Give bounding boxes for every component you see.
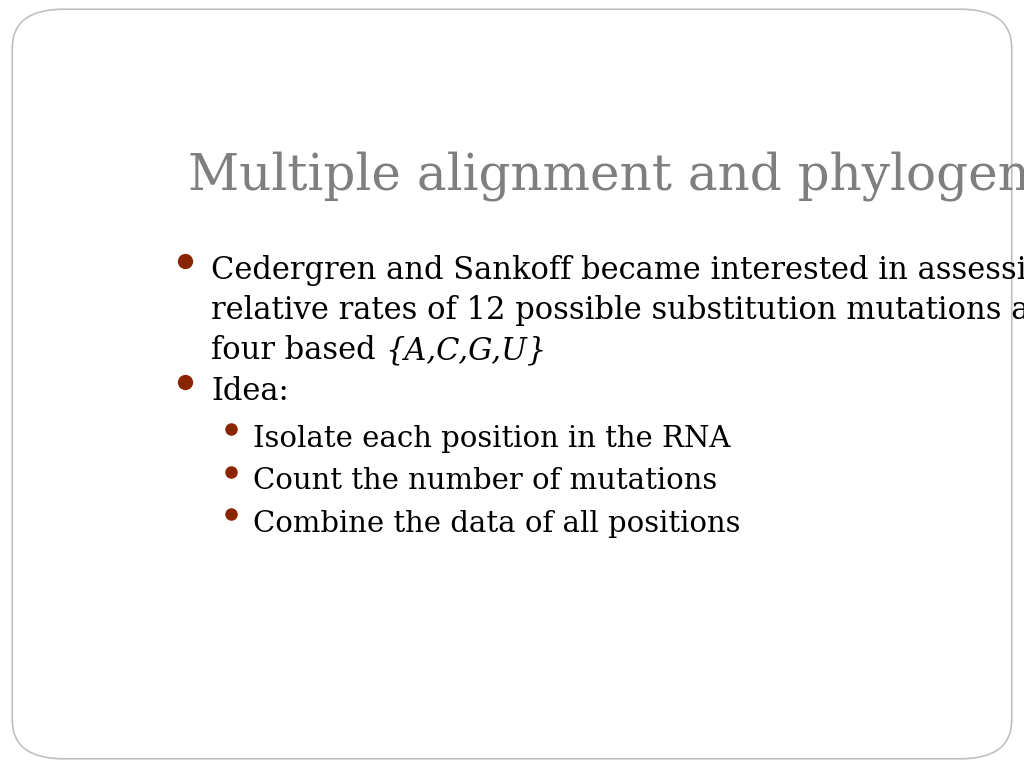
Text: {A,C,G,U}: {A,C,G,U} bbox=[386, 335, 547, 366]
Text: Cedergren and Sankoff became interested in assessing the: Cedergren and Sankoff became interested … bbox=[211, 255, 1024, 286]
Text: Count the number of mutations: Count the number of mutations bbox=[253, 467, 718, 495]
Text: Multiple alignment and phylogeny: Multiple alignment and phylogeny bbox=[187, 151, 1024, 201]
Text: four based: four based bbox=[211, 335, 386, 366]
Text: relative rates of 12 possible substitution mutations among the: relative rates of 12 possible substituti… bbox=[211, 295, 1024, 326]
Text: Isolate each position in the RNA: Isolate each position in the RNA bbox=[253, 425, 731, 452]
Text: Combine the data of all positions: Combine the data of all positions bbox=[253, 510, 741, 538]
Text: Idea:: Idea: bbox=[211, 376, 289, 407]
